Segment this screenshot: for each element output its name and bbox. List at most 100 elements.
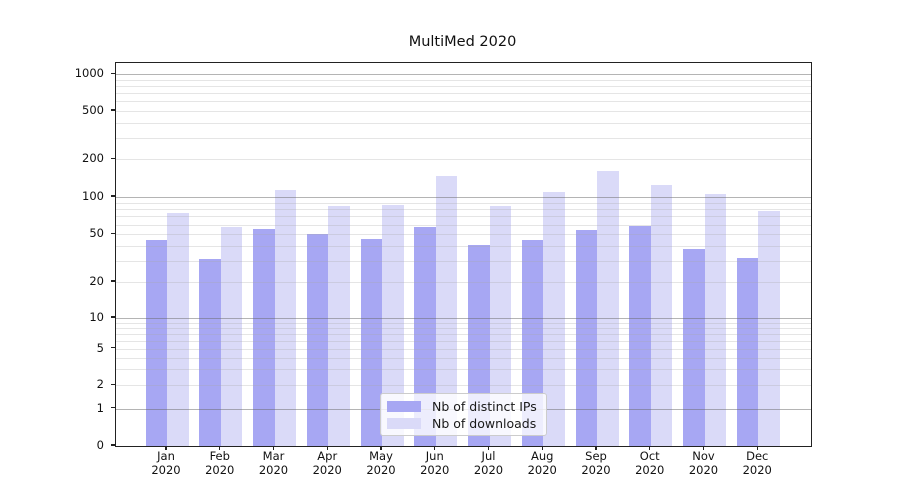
x-tick-label: Sep 2020: [568, 449, 624, 477]
y-tick-label: 1000: [74, 66, 104, 81]
x-tick-label: Jun 2020: [407, 449, 463, 477]
x-tick-year: 2020: [742, 462, 772, 477]
x-tick-mark: [219, 446, 221, 450]
x-tick-month: Aug: [531, 449, 554, 463]
bar-distinct-ips-mar: [253, 229, 275, 446]
y-tick-label: 1: [96, 400, 104, 415]
y-tick-mark: [111, 407, 115, 409]
bar-downloads-apr: [328, 205, 350, 446]
x-tick-year: 2020: [366, 462, 396, 477]
gridline-minor: [116, 86, 811, 88]
y-tick-mark: [111, 444, 115, 446]
y-tick-mark: [111, 157, 115, 159]
y-tick-label: 200: [82, 151, 104, 166]
bar-downloads-feb: [220, 227, 243, 446]
y-tick-mark: [111, 232, 115, 234]
legend-item-downloads: Nb of downloads: [387, 415, 540, 432]
y-tick-mark: [111, 347, 115, 349]
bar-distinct-ips-dec: [736, 257, 759, 446]
y-tick-mark: [111, 195, 115, 197]
x-tick-year: 2020: [473, 462, 504, 477]
x-tick-label: Dec 2020: [729, 449, 785, 477]
x-tick-month: Oct: [639, 449, 660, 463]
x-tick-label: Mar 2020: [246, 449, 302, 477]
gridline-minor: [116, 79, 811, 81]
bar-distinct-ips-may: [360, 238, 382, 446]
x-tick-mark: [487, 446, 490, 450]
x-tick-year: 2020: [581, 462, 611, 477]
legend-label-downloads: Nb of downloads: [432, 416, 537, 431]
bar-downloads-dec: [758, 211, 780, 446]
x-tick-year: 2020: [527, 462, 557, 477]
bar-distinct-ips-jun: [414, 227, 436, 446]
x-tick-mark: [434, 446, 436, 450]
x-tick-month: Nov: [692, 449, 715, 463]
y-tick-mark: [111, 280, 115, 282]
x-tick-year: 2020: [420, 462, 450, 477]
x-tick-month: Jan: [157, 449, 175, 463]
legend-label-distinct-ips: Nb of distinct IPs: [432, 399, 537, 414]
y-tick-label: 20: [89, 273, 104, 288]
x-tick-mark: [165, 446, 167, 450]
x-tick-mark: [541, 446, 543, 450]
bar-downloads-jun: [435, 175, 458, 446]
y-tick-mark: [111, 109, 115, 111]
x-tick-month: Jul: [481, 449, 496, 463]
bar-downloads-oct: [650, 185, 673, 446]
x-tick-year: 2020: [688, 462, 719, 477]
y-tick-label: 5: [96, 340, 104, 355]
y-tick-label: 500: [82, 102, 104, 117]
legend-swatch-distinct-ips: [387, 401, 421, 412]
x-tick-mark: [756, 446, 758, 450]
x-tick-label: Oct 2020: [622, 449, 678, 477]
gridline-minor: [116, 159, 811, 161]
bar-downloads-jul: [489, 206, 511, 446]
bar-distinct-ips-feb: [199, 259, 221, 446]
x-tick-label: Feb 2020: [192, 449, 248, 477]
bar-downloads-may: [382, 204, 404, 446]
x-tick-year: 2020: [205, 462, 235, 477]
y-tick-mark: [111, 383, 115, 385]
x-tick-mark: [649, 446, 651, 450]
gridline-minor: [116, 122, 811, 124]
x-tick-year: 2020: [258, 462, 289, 477]
x-tick-mark: [702, 446, 705, 450]
x-tick-month: Jun: [425, 449, 444, 463]
chart-title: MultiMed 2020: [408, 34, 517, 50]
bar-distinct-ips-jan: [145, 239, 167, 446]
plot-area: Nb of distinct IPs Nb of downloads: [115, 62, 812, 447]
x-tick-mark: [326, 446, 328, 450]
y-tick-label: 2: [96, 377, 104, 392]
x-tick-mark: [272, 446, 275, 450]
bar-distinct-ips-oct: [629, 226, 651, 446]
y-tick-label: 50: [89, 226, 104, 241]
x-tick-month: Mar: [262, 449, 285, 463]
gridline-major: [116, 74, 811, 76]
x-tick-label: Nov 2020: [676, 449, 732, 477]
x-tick-month: Dec: [746, 449, 769, 463]
x-tick-month: May: [369, 449, 393, 463]
x-tick-label: Jan 2020: [138, 449, 194, 477]
x-tick-year: 2020: [151, 462, 181, 477]
x-tick-month: Apr: [317, 449, 338, 463]
x-tick-month: Sep: [585, 449, 607, 463]
bar-downloads-mar: [274, 190, 296, 446]
legend-item-distinct-ips: Nb of distinct IPs: [387, 398, 540, 415]
bar-distinct-ips-sep: [575, 230, 597, 446]
bar-downloads-sep: [597, 171, 619, 446]
x-tick-year: 2020: [312, 462, 342, 477]
y-tick-label: 100: [82, 189, 104, 203]
y-tick-label: 10: [89, 310, 104, 324]
y-tick-mark: [111, 316, 115, 318]
bar-downloads-nov: [704, 193, 726, 446]
x-tick-label: Apr 2020: [299, 449, 355, 477]
x-tick-label: May 2020: [353, 449, 409, 477]
legend: Nb of distinct IPs Nb of downloads: [380, 393, 547, 436]
gridline-minor: [116, 101, 811, 103]
x-tick-label: Jul 2020: [461, 449, 517, 477]
gridline-minor: [116, 93, 811, 95]
y-tick-label: 0: [96, 438, 104, 452]
gridline-minor: [116, 110, 811, 112]
y-tick-mark: [111, 72, 115, 74]
